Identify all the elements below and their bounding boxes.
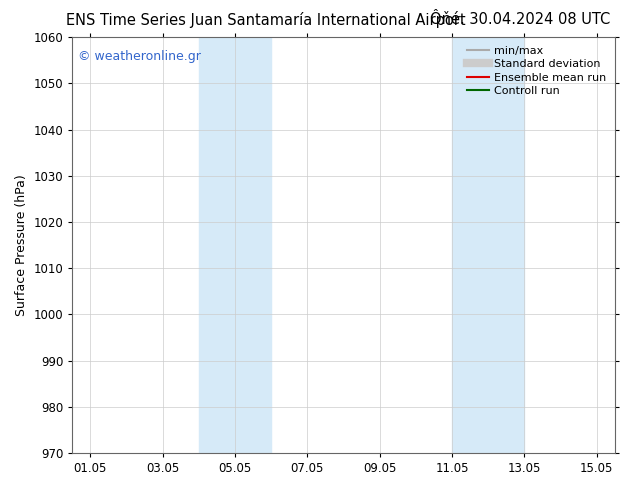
Legend: min/max, Standard deviation, Ensemble mean run, Controll run: min/max, Standard deviation, Ensemble me… xyxy=(463,43,609,99)
Text: ENS Time Series Juan Santamaría International Airport: ENS Time Series Juan Santamaría Internat… xyxy=(67,12,466,28)
Text: © weatheronline.gr: © weatheronline.gr xyxy=(78,49,200,63)
Bar xyxy=(452,37,524,453)
Text: Ôňé. 30.04.2024 08 UTC: Ôňé. 30.04.2024 08 UTC xyxy=(430,12,610,27)
Bar xyxy=(199,37,271,453)
Y-axis label: Surface Pressure (hPa): Surface Pressure (hPa) xyxy=(15,174,28,316)
